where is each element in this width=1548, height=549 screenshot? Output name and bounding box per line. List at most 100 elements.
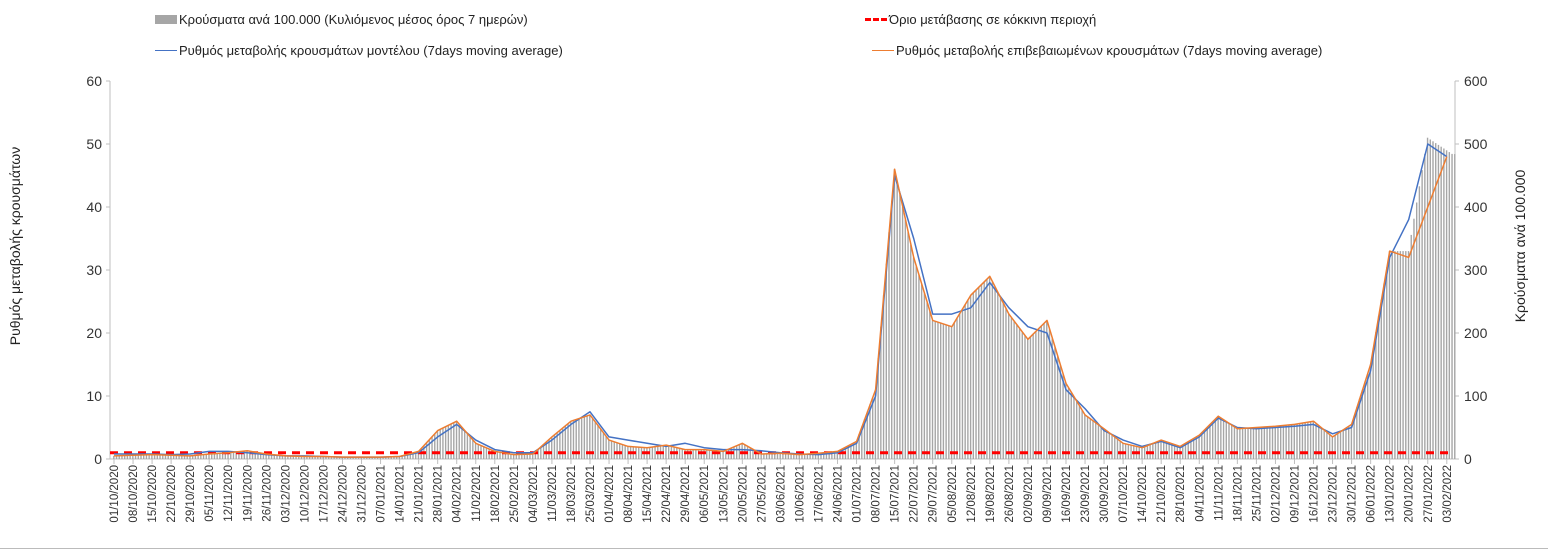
- bar: [349, 457, 352, 459]
- x-tick-label: 24/12/2020: [337, 465, 349, 523]
- bar: [1326, 432, 1328, 459]
- bar: [1013, 321, 1015, 459]
- bar: [542, 444, 545, 459]
- bar: [945, 324, 947, 459]
- x-tick-label: 26/08/2021: [1004, 465, 1016, 523]
- bar: [360, 457, 363, 459]
- bar: [605, 436, 607, 459]
- bar: [1209, 424, 1211, 459]
- bar: [768, 453, 771, 459]
- bar: [178, 455, 180, 459]
- bar: [624, 445, 626, 459]
- bar: [1195, 436, 1198, 459]
- bar: [368, 457, 371, 459]
- bar: [1220, 417, 1222, 459]
- bar: [344, 457, 346, 459]
- bar: [371, 457, 373, 459]
- bar: [812, 453, 814, 459]
- x-tick-label: 27/01/2022: [1423, 465, 1435, 523]
- bar: [425, 442, 428, 459]
- bar: [366, 457, 368, 459]
- x-tick-label: 14/01/2021: [395, 465, 407, 523]
- bar: [1339, 431, 1342, 459]
- bar: [374, 457, 376, 459]
- bar: [1454, 154, 1456, 459]
- bar: [706, 449, 708, 459]
- x-tick-label: 12/11/2020: [223, 465, 235, 522]
- bar: [265, 453, 267, 459]
- bar: [1122, 443, 1124, 459]
- bar: [915, 266, 917, 459]
- x-tick-label: 10/06/2021: [794, 465, 806, 523]
- bar: [877, 358, 879, 459]
- x-tick-label: 25/03/2021: [585, 465, 597, 523]
- bar: [959, 313, 961, 459]
- bar: [153, 454, 156, 459]
- x-tick-label: 06/01/2022: [1366, 465, 1378, 523]
- bar: [417, 451, 420, 459]
- x-tick-label: 07/10/2021: [1118, 465, 1130, 523]
- bar: [300, 456, 303, 459]
- bar: [1301, 423, 1304, 459]
- y-tick-label-left: 0: [94, 451, 102, 467]
- bar: [817, 453, 819, 459]
- bar: [390, 456, 392, 459]
- bar: [760, 453, 762, 459]
- bar: [1304, 422, 1306, 459]
- bar: [382, 457, 384, 459]
- bar: [1279, 425, 1282, 459]
- bar: [208, 453, 210, 459]
- bar: [1250, 427, 1252, 459]
- bar: [259, 453, 262, 459]
- x-tick-label: 29/04/2021: [680, 465, 692, 523]
- x-tick-label: 15/10/2020: [147, 465, 159, 523]
- x-tick-label: 01/07/2021: [852, 465, 864, 523]
- x-tick-label: 01/10/2020: [109, 465, 121, 523]
- x-tick-label: 05/11/2020: [204, 465, 216, 522]
- bar: [689, 449, 692, 459]
- bar: [232, 452, 235, 459]
- bar: [695, 449, 697, 459]
- bar: [121, 455, 123, 459]
- legend-label-bars: Κρούσματα ανά 100.000 (Κυλιόμενος μέσος …: [179, 12, 528, 27]
- bar: [697, 449, 700, 459]
- bar: [1046, 320, 1048, 459]
- x-tick-label: 06/05/2021: [699, 465, 711, 523]
- bar: [205, 454, 207, 459]
- bar: [352, 457, 354, 459]
- bar: [580, 417, 583, 459]
- bar: [496, 451, 499, 459]
- bar: [115, 455, 118, 459]
- bar: [1027, 339, 1029, 459]
- x-tick-label: 18/02/2021: [490, 465, 502, 523]
- bar: [597, 425, 599, 459]
- bar: [997, 292, 999, 459]
- bar: [784, 453, 787, 459]
- bar: [1451, 153, 1453, 459]
- y-tick-label-right: 300: [1464, 262, 1488, 278]
- bar: [901, 207, 904, 459]
- bar: [1187, 441, 1189, 459]
- bar: [347, 457, 349, 459]
- x-tick-label: 22/10/2020: [166, 465, 178, 523]
- y-tick-label-right: 500: [1464, 136, 1488, 152]
- bar: [1358, 398, 1361, 459]
- bar: [1334, 435, 1336, 459]
- bar: [866, 411, 868, 459]
- bar: [1092, 420, 1094, 459]
- bar: [594, 422, 596, 459]
- x-tick-label: 03/02/2022: [1442, 465, 1454, 523]
- bar: [1383, 283, 1385, 459]
- bar: [1184, 443, 1187, 459]
- bar: [654, 446, 656, 459]
- bar: [529, 454, 531, 459]
- bar: [1007, 314, 1010, 459]
- bar: [1089, 418, 1091, 459]
- bar: [1424, 153, 1426, 459]
- bar: [1233, 426, 1236, 459]
- bar: [863, 419, 866, 459]
- y-tick-label-left: 60: [86, 73, 102, 89]
- bar: [1377, 315, 1380, 459]
- bar: [548, 439, 550, 459]
- bar: [455, 421, 458, 459]
